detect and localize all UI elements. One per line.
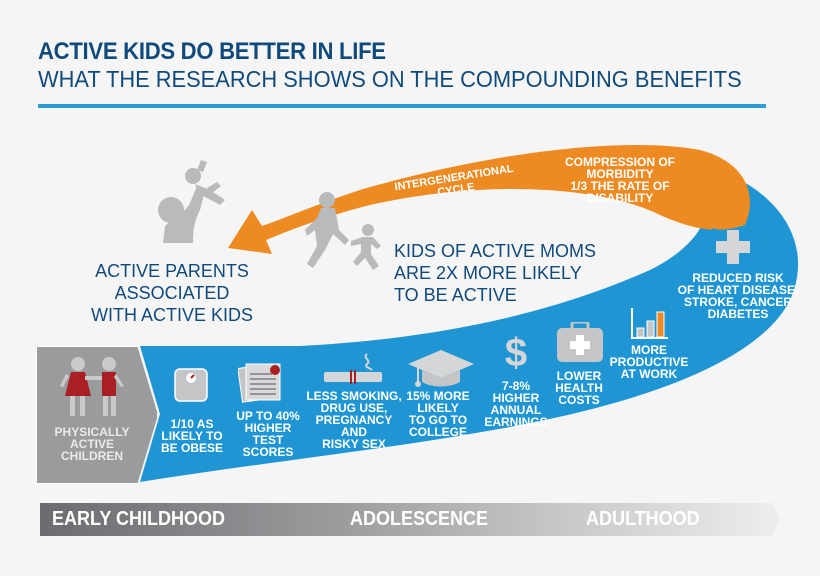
medical-kit-icon (557, 322, 603, 362)
stage-early-childhood: EARLY CHILDHOOD (52, 508, 226, 530)
benefit-health-costs-label: LOWER HEALTH COSTS (555, 369, 603, 407)
benefit-college-label: 15% MORE LIKELY TO GO TO COLLEGE (406, 389, 470, 439)
physically-active-children-box (36, 346, 158, 484)
active-moms-text: KIDS OF ACTIVE MOMS ARE 2X MORE LIKELY T… (394, 241, 597, 305)
scale-icon (174, 368, 208, 402)
benefit-smoking-label: LESS SMOKING, DRUG USE, PREGNANCY AND RI… (306, 389, 402, 451)
test-papers-icon (238, 363, 281, 403)
svg-text:$: $ (505, 331, 527, 374)
dollar-icon: $ (505, 331, 527, 374)
benefit-productive-label: MORE PRODUCTIVE AT WORK (609, 343, 689, 381)
active-parents-text: ACTIVE PARENTS ASSOCIATED WITH ACTIVE KI… (90, 261, 254, 325)
benefit-test-scores-label: UP TO 40% HIGHER TEST SCORES (236, 409, 300, 459)
benefit-earnings-label: 7-8% HIGHER ANNUAL EARNINGS (484, 379, 548, 429)
stage-adolescence: ADOLESCENCE (350, 508, 489, 530)
medical-cross-icon (716, 230, 750, 264)
parent-lifting-child-icon (158, 160, 225, 243)
graduation-cap-icon (408, 350, 474, 387)
title-divider (38, 104, 766, 108)
life-stage-timeline: EARLY CHILDHOOD ADOLESCENCE ADULTHOOD (40, 503, 780, 536)
compression-of-morbidity-label: COMPRESSION OF MORBIDITY 1/3 THE RATE OF… (565, 155, 676, 205)
reduced-risk-label: REDUCED RISK OF HEART DISEASE, STROKE, C… (677, 271, 799, 321)
mom-running-with-kid-icon (305, 192, 381, 270)
blue-swoosh (140, 168, 799, 482)
bar-chart-icon (631, 308, 668, 339)
orange-arrow (228, 144, 750, 254)
page-subtitle: WHAT THE RESEARCH SHOWS ON THE COMPOUNDI… (38, 66, 742, 92)
page-title: ACTIVE KIDS DO BETTER IN LIFE (38, 38, 386, 65)
physically-active-children-label: PHYSICALLY ACTIVE CHILDREN (54, 425, 130, 463)
children-icon (60, 357, 124, 416)
cigarette-icon (324, 353, 382, 384)
stage-adulthood: ADULTHOOD (586, 508, 700, 530)
benefit-obese-label: 1/10 AS LIKELY TO BE OBESE (160, 417, 223, 455)
